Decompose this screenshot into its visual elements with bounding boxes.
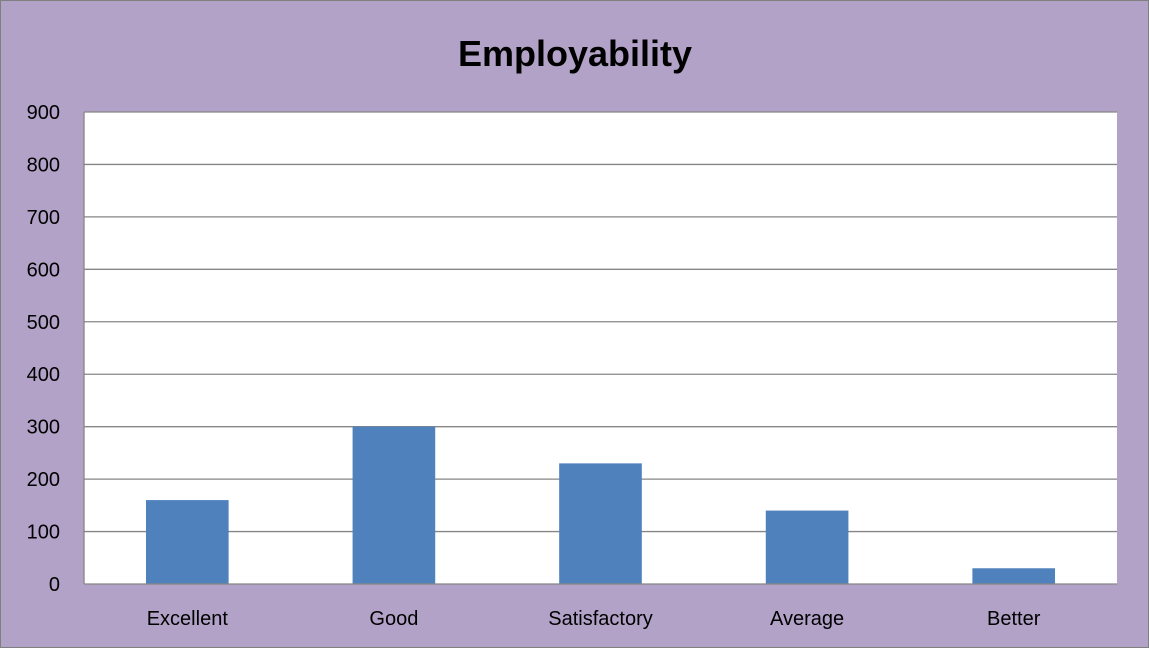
axes [83, 112, 1117, 585]
y-tick-label: 200 [27, 469, 60, 491]
chart-title: Employability [458, 33, 692, 74]
x-tick-label: Satisfactory [548, 608, 652, 630]
bar-excellent [145, 500, 229, 584]
bar-satisfactory [559, 463, 642, 584]
y-tick-label: 100 [27, 522, 60, 544]
x-tick-label: Good [369, 608, 418, 630]
x-tick-label: Excellent [147, 608, 229, 630]
y-tick-label: 400 [27, 364, 60, 386]
y-tick-label: 700 [27, 207, 60, 229]
y-tick-label: 500 [27, 312, 60, 334]
y-tick-label: 0 [49, 574, 60, 596]
y-tick-label: 600 [27, 259, 60, 281]
gridlines [84, 111, 1117, 533]
bar-good [352, 426, 436, 584]
x-axis-ticks: Excellent Good Satisfactory Average Better [147, 608, 1041, 630]
x-tick-label: Better [987, 608, 1041, 630]
y-axis-ticks: 0 100 200 300 400 500 600 700 800 900 [27, 102, 60, 596]
y-tick-label: 800 [27, 154, 60, 176]
x-tick-label: Average [770, 608, 844, 630]
y-tick-label: 900 [27, 102, 60, 124]
bar-average [765, 510, 849, 584]
bars [145, 426, 1056, 584]
y-tick-label: 300 [27, 417, 60, 439]
bar-better [972, 568, 1056, 584]
